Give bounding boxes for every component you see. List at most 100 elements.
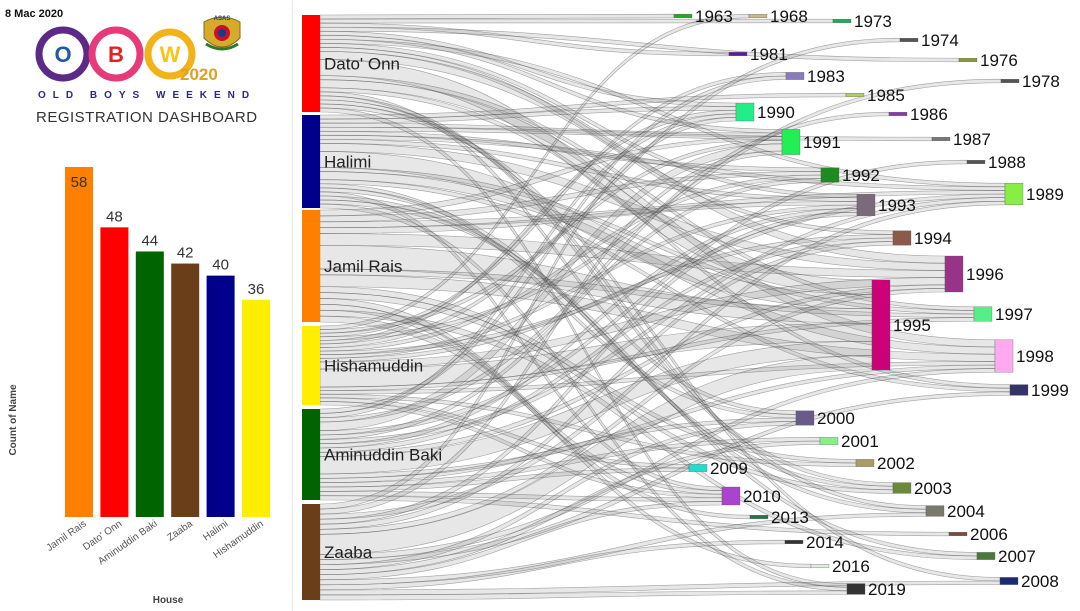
source-label: Aminuddin Baki (324, 446, 442, 465)
target-node-2006[interactable]: 2006 (948, 525, 1008, 544)
logo-letter-b: B (108, 42, 124, 67)
source-node-hishamuddin[interactable]: Hishamuddin (302, 326, 423, 405)
target-label: 1986 (910, 105, 948, 124)
target-node-1996[interactable]: 1996 (944, 255, 1004, 293)
bar-zaaba[interactable] (171, 263, 200, 517)
target-node-1988[interactable]: 1988 (966, 153, 1026, 172)
bar-value-jamil-rais: 58 (71, 174, 88, 191)
target-node-1968[interactable]: 1968 (748, 7, 808, 26)
obw-logo: O B W 2020 OLD BOYS WEEKEND ASAS (35, 16, 249, 101)
x-axis-label: House (153, 595, 184, 606)
target-label: 2007 (998, 547, 1036, 566)
target-node-1990[interactable]: 1990 (735, 102, 795, 122)
target-node-1974[interactable]: 1974 (899, 31, 959, 50)
flow-dato-onn-1963[interactable] (319, 13, 675, 20)
target-node-2002[interactable]: 2002 (855, 454, 915, 473)
y-axis-label: Count of Name (8, 384, 19, 456)
target-label: 1992 (842, 166, 880, 185)
target-label: 1996 (966, 265, 1004, 284)
target-label: 2002 (877, 454, 915, 473)
target-node-1989[interactable]: 1989 (1004, 183, 1064, 205)
bar-category-halimi: Halimi (201, 518, 230, 543)
school-badge-icon (203, 16, 241, 51)
source-node-zaaba[interactable]: Zaaba (302, 504, 373, 600)
bar-aminuddin-baki[interactable] (135, 251, 164, 517)
source-label: Dato' Onn (324, 55, 400, 74)
target-node-2016[interactable]: 2016 (810, 557, 870, 576)
target-node-1991[interactable]: 1991 (781, 129, 841, 155)
target-label: 1995 (893, 316, 931, 335)
target-node-1976[interactable]: 1976 (958, 51, 1018, 70)
target-node-2008[interactable]: 2008 (999, 572, 1059, 591)
target-node-1998[interactable]: 1998 (994, 339, 1054, 373)
target-node-1986[interactable]: 1986 (888, 105, 948, 124)
target-label: 1981 (750, 45, 788, 64)
target-node-2004[interactable]: 2004 (925, 502, 985, 521)
bar-dato-onn[interactable] (100, 227, 129, 517)
target-node-2001[interactable]: 2001 (819, 432, 879, 451)
target-node-1995[interactable]: 1995 (871, 279, 931, 371)
target-label: 2003 (914, 479, 952, 498)
target-label: 2009 (710, 459, 748, 478)
source-node-jamil-rais[interactable]: Jamil Rais (302, 210, 402, 322)
target-label: 2016 (832, 557, 870, 576)
target-label: 1989 (1026, 185, 1064, 204)
target-node-1978[interactable]: 1978 (1000, 72, 1060, 91)
target-node-1973[interactable]: 1973 (832, 12, 892, 31)
target-node-1981[interactable]: 1981 (728, 45, 788, 64)
target-node-2000[interactable]: 2000 (795, 409, 855, 428)
target-label: 1991 (803, 133, 841, 152)
source-node-dato-onn[interactable]: Dato' Onn (302, 15, 400, 112)
target-label: 1990 (757, 103, 795, 122)
logo-ring-o (35, 26, 91, 82)
bar-halimi[interactable] (206, 275, 235, 517)
target-label: 2013 (771, 508, 809, 527)
logo-ring-b (88, 26, 144, 82)
target-node-2007[interactable]: 2007 (976, 547, 1036, 566)
flow-aminuddin-baki-1998[interactable] (319, 364, 996, 479)
target-node-1997[interactable]: 1997 (973, 305, 1033, 324)
target-node-1999[interactable]: 1999 (1009, 381, 1069, 400)
target-label: 1987 (953, 130, 991, 149)
target-label: 2019 (868, 580, 906, 599)
bar-category-zaaba: Zaaba (165, 518, 195, 544)
target-node-1983[interactable]: 1983 (785, 67, 845, 86)
target-node-2013[interactable]: 2013 (749, 508, 809, 527)
target-label: 1997 (995, 305, 1033, 324)
target-node-2009[interactable]: 2009 (688, 459, 748, 478)
target-node-1993[interactable]: 1993 (856, 194, 916, 216)
target-node-1994[interactable]: 1994 (892, 229, 952, 248)
source-node-aminuddin-baki[interactable]: Aminuddin Baki (302, 409, 442, 500)
target-node-1963[interactable]: 1963 (673, 7, 733, 26)
bar-category-jamil-rais: Jamil Rais (45, 518, 89, 553)
target-label: 1994 (914, 229, 952, 248)
flow-dato-onn-1973[interactable] (319, 18, 834, 24)
logo-ring-w (144, 28, 196, 80)
target-label: 2000 (817, 409, 855, 428)
report-date: 8 Mac 2020 (5, 8, 64, 20)
logo-letter-w: W (160, 42, 181, 67)
target-label: 2001 (841, 432, 879, 451)
target-node-1992[interactable]: 1992 (820, 166, 880, 185)
source-label: Halimi (324, 153, 371, 172)
target-node-2019[interactable]: 2019 (846, 580, 906, 599)
bar-jamil-rais[interactable] (65, 167, 93, 517)
bar-value-aminuddin-baki: 44 (141, 232, 158, 249)
source-label: Zaaba (324, 543, 373, 562)
target-label: 2010 (743, 487, 781, 506)
target-node-2003[interactable]: 2003 (892, 479, 952, 498)
bar-value-dato-onn: 48 (106, 208, 123, 225)
target-label: 2008 (1021, 572, 1059, 591)
bar-hishamuddin[interactable] (242, 299, 270, 517)
target-label: 1985 (867, 86, 905, 105)
target-label: 1973 (854, 12, 892, 31)
target-label: 1993 (878, 196, 916, 215)
target-node-1987[interactable]: 1987 (931, 130, 991, 149)
source-node-halimi[interactable]: Halimi (302, 115, 371, 208)
target-node-2010[interactable]: 2010 (721, 486, 781, 506)
target-label: 2004 (947, 502, 985, 521)
target-node-2014[interactable]: 2014 (784, 533, 844, 552)
target-label: 1999 (1031, 381, 1069, 400)
target-node-1985[interactable]: 1985 (845, 86, 905, 105)
